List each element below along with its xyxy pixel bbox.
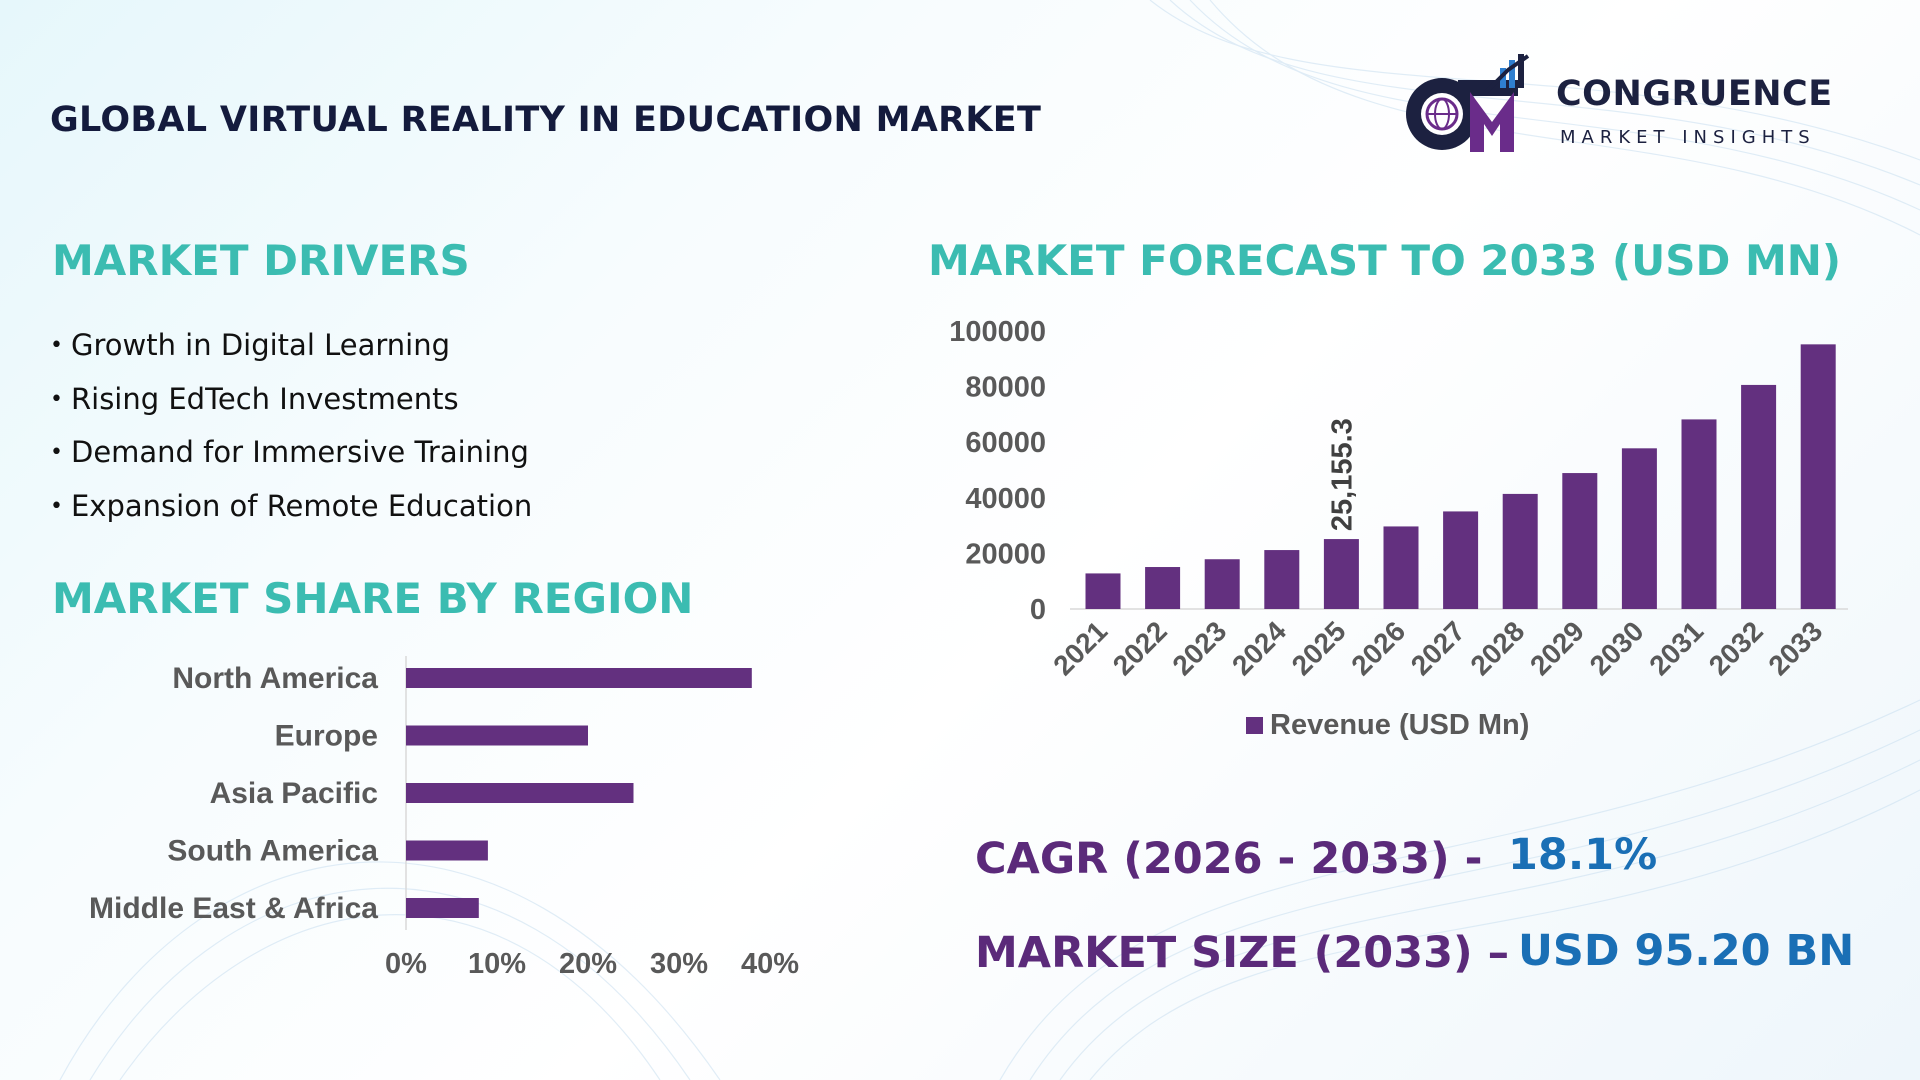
forecast-bar (1264, 550, 1299, 609)
region-label: South America (167, 835, 378, 868)
bullet-icon: • (50, 440, 63, 465)
forecast-x-tick-label: 2023 (1166, 615, 1232, 681)
company-logo: CONGRUENCE MARKET INSIGHTS (1400, 52, 1870, 162)
region-label: North America (172, 662, 378, 695)
forecast-x-tick-label: 2025 (1286, 615, 1352, 681)
forecast-y-tick-label: 40000 (965, 483, 1046, 515)
forecast-y-tick-label: 20000 (965, 538, 1046, 570)
forecast-bar (1801, 344, 1836, 609)
driver-text: Expansion of Remote Education (71, 489, 532, 523)
bullet-icon: • (50, 494, 63, 519)
forecast-heading: MARKET FORECAST TO 2033 (USD MN) (928, 236, 1841, 285)
forecast-x-tick-label: 2032 (1703, 615, 1769, 681)
forecast-y-tick-label: 100000 (949, 316, 1046, 348)
forecast-bar (1443, 511, 1478, 609)
cagr-value: 18.1% (1508, 830, 1657, 880)
region-heading: MARKET SHARE BY REGION (52, 574, 693, 623)
region-label: Europe (275, 720, 378, 753)
region-bar (406, 898, 479, 918)
forecast-x-tick-label: 2027 (1405, 615, 1471, 681)
driver-item: • Demand for Immersive Training (50, 429, 532, 483)
region-bar (406, 668, 752, 688)
forecast-y-tick-label: 60000 (965, 427, 1046, 459)
region-bar (406, 841, 488, 861)
region-bar (406, 726, 588, 746)
forecast-bar (1384, 526, 1419, 609)
market-size-label: MARKET SIZE (2033) – (975, 928, 1509, 978)
driver-item: • Growth in Digital Learning (50, 322, 532, 376)
forecast-x-tick-label: 2033 (1762, 615, 1828, 681)
driver-text: Demand for Immersive Training (71, 435, 529, 469)
region-x-tick-label: 30% (650, 948, 708, 980)
forecast-bar (1741, 385, 1776, 609)
drivers-list: • Growth in Digital Learning • Rising EdTe… (50, 322, 532, 536)
bullet-icon: • (50, 387, 63, 412)
forecast-bar (1324, 539, 1359, 609)
logo-mark-icon (1400, 52, 1550, 162)
forecast-data-label: 25,155.3 (1326, 418, 1358, 531)
forecast-y-tick-label: 0 (1030, 594, 1046, 626)
region-x-tick-label: 0% (385, 948, 427, 980)
market-size-value: USD 95.20 BN (1518, 926, 1854, 976)
forecast-y-tick-label: 80000 (965, 372, 1046, 404)
forecast-x-tick-label: 2026 (1345, 615, 1411, 681)
region-label: Asia Pacific (210, 777, 378, 810)
bullet-icon: • (50, 333, 63, 358)
forecast-bar (1086, 573, 1121, 609)
forecast-x-tick-label: 2024 (1226, 615, 1292, 681)
page-title: GLOBAL VIRTUAL REALITY IN EDUCATION MARK… (50, 100, 1041, 140)
region-x-tick-label: 20% (559, 948, 617, 980)
forecast-x-tick-label: 2028 (1464, 615, 1530, 681)
region-x-tick-label: 40% (741, 948, 799, 980)
forecast-bar (1145, 567, 1180, 609)
forecast-bar (1622, 448, 1657, 609)
forecast-bar (1205, 559, 1240, 609)
region-label: Middle East & Africa (89, 892, 378, 925)
region-bar (406, 783, 634, 803)
forecast-x-tick-label: 2021 (1047, 615, 1113, 681)
forecast-bar (1682, 419, 1717, 609)
logo-name: CONGRUENCE (1556, 74, 1833, 114)
drivers-heading: MARKET DRIVERS (52, 236, 470, 285)
legend-swatch (1246, 717, 1263, 734)
driver-text: Growth in Digital Learning (71, 328, 450, 362)
forecast-bar (1503, 494, 1538, 609)
logo-subtitle: MARKET INSIGHTS (1560, 127, 1816, 148)
forecast-x-tick-label: 2030 (1584, 615, 1650, 681)
driver-item: • Expansion of Remote Education (50, 483, 532, 537)
forecast-bar (1562, 473, 1597, 609)
forecast-x-tick-label: 2031 (1643, 615, 1709, 681)
driver-item: • Rising EdTech Investments (50, 376, 532, 430)
driver-text: Rising EdTech Investments (71, 382, 459, 416)
legend-label: Revenue (USD Mn) (1270, 709, 1529, 741)
region-x-tick-label: 10% (468, 948, 526, 980)
forecast-chart: 0200004000060000800001000002021202220232… (900, 300, 1900, 770)
forecast-x-tick-label: 2029 (1524, 615, 1590, 681)
forecast-x-tick-label: 2022 (1107, 615, 1173, 681)
region-share-chart: North America Europe Asia Pacific South Ame… (0, 640, 830, 1000)
cagr-label: CAGR (2026 - 2033) - (975, 834, 1482, 884)
